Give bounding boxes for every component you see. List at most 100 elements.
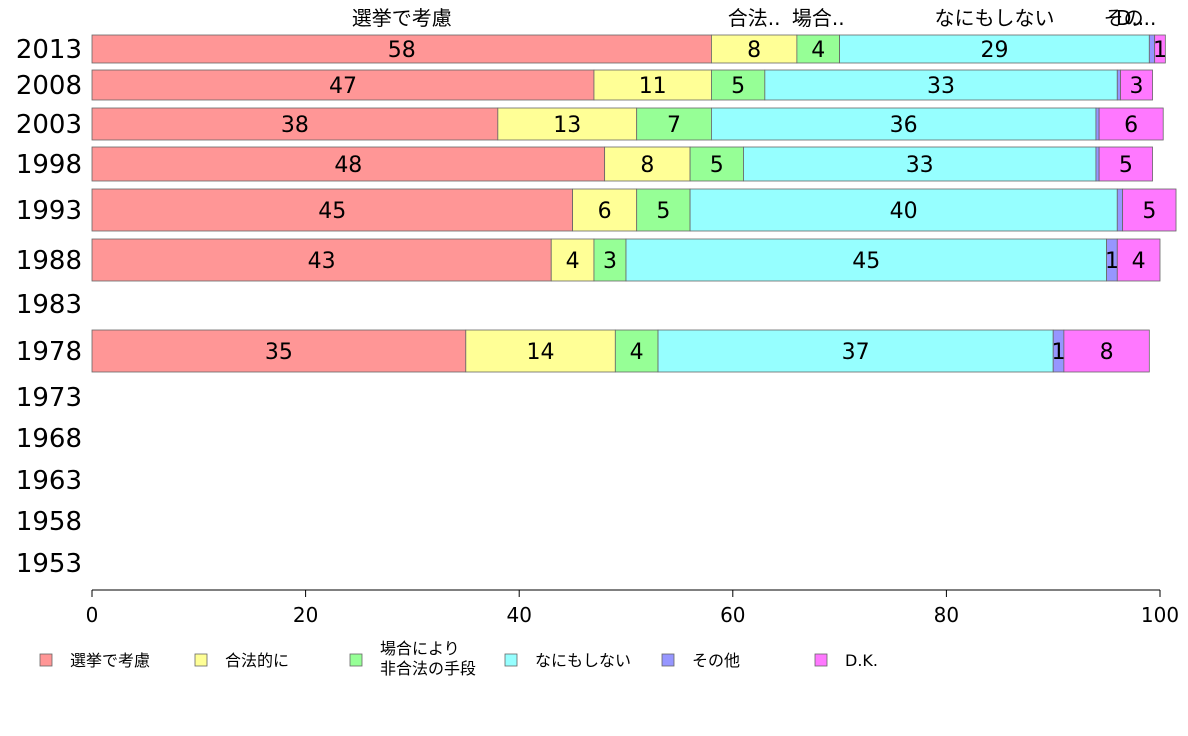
bar-segment (91, 238, 552, 282)
data-label: 47 (329, 74, 357, 99)
data-label: 40 (890, 199, 918, 224)
bar-segment (711, 107, 1097, 141)
bar-segment (550, 238, 595, 282)
data-label: 6 (1124, 113, 1138, 138)
bar-segment (1122, 188, 1177, 232)
data-label: 4 (566, 249, 580, 274)
bars: 58 8 4 29 147 11 5 33 338 13 7 36 648 8 5 33 545 6 5 40 543 4… (91, 34, 1177, 373)
data-label: 5 (1119, 153, 1133, 178)
data-label: 37 (842, 340, 870, 365)
legend-label: 合法的に (225, 651, 289, 670)
data-label: 36 (890, 113, 918, 138)
legend-item: なにもしない (504, 651, 631, 670)
series-header-label: 合法.. (728, 6, 781, 30)
bar-segment (1095, 107, 1100, 141)
bar-row: 45 6 5 40 5 (91, 188, 1177, 232)
bar-segment (636, 188, 691, 232)
data-label: 33 (906, 153, 934, 178)
series-header-label: 選挙で考慮 (352, 6, 452, 30)
x-tick-label: 60 (720, 603, 745, 627)
x-tick-label: 40 (506, 603, 531, 627)
bar-segment (593, 69, 712, 101)
data-label: 29 (980, 38, 1008, 63)
bar-row: 47 11 5 33 3 (91, 69, 1153, 101)
legend-item: D.K. (814, 651, 878, 670)
data-label: 4 (630, 340, 644, 365)
bar-segment (497, 107, 638, 141)
data-label: 45 (318, 199, 346, 224)
x-tick-label: 0 (86, 603, 99, 627)
legend-label: その他 (692, 651, 740, 670)
legend-label: D.K. (845, 651, 878, 670)
legend-item: 合法的に (194, 651, 289, 670)
data-label: 38 (281, 113, 309, 138)
bar-segment (572, 188, 638, 232)
series-header-label: D.. (1116, 6, 1144, 30)
data-label: 1 (1153, 38, 1167, 63)
bar-segment (1095, 146, 1100, 182)
data-label: 7 (667, 113, 681, 138)
year-label: 1988 (16, 246, 82, 276)
bar-segment (604, 146, 691, 182)
data-label: 8 (1100, 340, 1114, 365)
year-label: 1998 (16, 150, 82, 180)
data-label: 5 (1142, 199, 1156, 224)
bar-segment (689, 188, 1118, 232)
x-tick-label: 100 (1141, 603, 1179, 627)
bar-segment (711, 34, 798, 64)
data-label: 48 (334, 153, 362, 178)
data-label: 35 (265, 340, 293, 365)
legend-swatch (349, 653, 363, 667)
bar-segment (91, 34, 712, 64)
bar-segment (91, 107, 499, 141)
bar-segment (1098, 146, 1153, 182)
bar-segment (657, 329, 1054, 373)
legend-label: 場合により (380, 639, 460, 658)
year-label: 1973 (16, 383, 82, 413)
legend-swatch (661, 653, 675, 667)
year-label: 1953 (16, 549, 82, 579)
legend-label: 選挙で考慮 (70, 651, 150, 670)
data-label: 5 (731, 74, 745, 99)
legend-swatch (194, 653, 208, 667)
bar-row: 43 4 3 45 1 4 (91, 238, 1161, 282)
bar-segment (614, 329, 659, 373)
x-tick-label: 80 (934, 603, 959, 627)
data-label: 14 (527, 340, 555, 365)
year-label: 1963 (16, 466, 82, 496)
bar-segment (91, 146, 606, 182)
bar-row: 38 13 7 36 6 (91, 107, 1164, 141)
x-tick-label: 20 (293, 603, 318, 627)
data-label: 1 (1052, 340, 1066, 365)
data-label: 11 (639, 74, 667, 99)
bar-segment (764, 69, 1118, 101)
bar-segment (465, 329, 616, 373)
data-label: 3 (1130, 74, 1144, 99)
year-label: 1993 (16, 196, 82, 226)
data-label: 8 (640, 153, 654, 178)
bar-segment (1116, 188, 1124, 232)
data-label: 5 (710, 153, 724, 178)
legend-label: 非合法の手段 (380, 659, 476, 678)
bar-segment (1098, 107, 1164, 141)
bar-segment (1116, 238, 1161, 282)
bar-segment (1120, 69, 1153, 101)
bar-row: 58 8 4 29 1 (91, 34, 1167, 64)
bar-segment (625, 238, 1108, 282)
data-label: 4 (811, 38, 825, 63)
legend-swatch (39, 653, 53, 667)
bar-row: 48 8 5 33 5 (91, 146, 1153, 182)
bar-segment (711, 69, 766, 101)
bar-segment (91, 188, 574, 232)
year-label: 1983 (16, 290, 82, 320)
bar-segment (796, 34, 841, 64)
data-label: 1 (1105, 249, 1119, 274)
series-header-labels: 選挙で考慮 合法.. 場合.. なにもしない その..D.. (352, 6, 1157, 30)
data-label: 4 (1132, 249, 1146, 274)
legend-swatch (814, 653, 828, 667)
data-label: 43 (308, 249, 336, 274)
bar-segment (839, 34, 1150, 64)
year-label: 2013 (16, 35, 82, 65)
